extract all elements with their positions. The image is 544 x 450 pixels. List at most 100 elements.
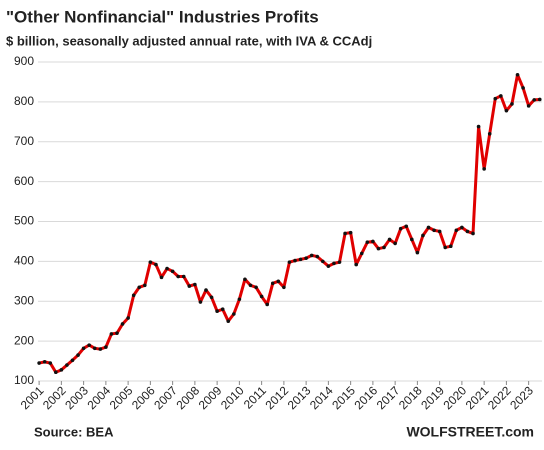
x-tick-label: 2014	[307, 383, 336, 412]
data-point	[265, 302, 269, 307]
x-tick-label: 2012	[262, 383, 291, 412]
data-point	[187, 284, 192, 288]
data-point	[460, 225, 464, 230]
data-point	[515, 72, 520, 77]
x-tick-label: 2002	[40, 383, 69, 412]
data-point	[487, 131, 492, 136]
data-point	[348, 230, 353, 235]
data-point	[270, 281, 275, 286]
data-point	[404, 224, 409, 229]
x-tick-label: 2019	[418, 383, 447, 412]
data-point	[454, 228, 459, 233]
data-point	[504, 108, 509, 113]
data-point	[521, 86, 525, 90]
x-tick-label: 2009	[196, 383, 225, 412]
chart-title: "Other Nonfinancial" Industries Profits	[6, 7, 319, 26]
data-point	[443, 245, 448, 250]
data-point	[37, 361, 41, 365]
x-tick-label: 2018	[396, 383, 425, 412]
data-point	[215, 309, 219, 314]
data-point	[526, 104, 531, 108]
x-tick-label: 2008	[173, 383, 202, 412]
y-tick-label: 800	[14, 94, 34, 108]
data-point	[48, 361, 53, 365]
data-point	[354, 262, 358, 267]
data-point	[220, 307, 225, 312]
data-point	[248, 283, 253, 288]
data-point	[415, 250, 420, 255]
chart-subtitle: $ billion, seasonally adjusted annual ra…	[6, 33, 372, 48]
x-tick-label: 2022	[485, 383, 514, 412]
data-point	[332, 261, 336, 266]
data-point	[410, 237, 414, 242]
data-point	[398, 226, 403, 231]
data-point	[159, 275, 164, 280]
data-point	[237, 297, 242, 302]
data-point	[92, 346, 97, 351]
data-point	[126, 316, 130, 320]
data-point	[282, 285, 286, 290]
data-point	[421, 233, 425, 238]
data-point	[537, 97, 542, 102]
data-point	[476, 124, 481, 129]
data-point	[232, 312, 236, 316]
data-point	[382, 245, 386, 250]
x-tick-label: 2003	[62, 383, 91, 412]
data-point	[343, 231, 347, 236]
data-point	[387, 237, 392, 242]
data-point	[193, 282, 197, 287]
data-point	[226, 319, 231, 323]
y-tick-label: 400	[14, 254, 34, 268]
data-point	[304, 256, 308, 260]
data-point	[209, 295, 214, 300]
data-point	[243, 277, 247, 282]
data-point	[393, 241, 397, 246]
data-point	[143, 283, 147, 288]
data-point	[165, 266, 169, 271]
data-point	[59, 368, 64, 372]
data-point	[499, 94, 503, 98]
x-tick-label: 2016	[351, 383, 380, 412]
x-tick-label: 2007	[151, 383, 180, 412]
data-point	[170, 269, 175, 274]
data-point	[254, 285, 258, 290]
x-tick-label: 2005	[107, 383, 136, 412]
data-point	[109, 332, 114, 336]
data-point	[154, 262, 158, 267]
x-tick-label: 2011	[241, 383, 269, 411]
data-point	[176, 274, 180, 279]
data-point	[87, 343, 91, 347]
x-tick-label: 2023	[507, 383, 536, 412]
data-point	[42, 360, 47, 364]
y-tick-label: 700	[14, 134, 34, 148]
data-point	[510, 102, 514, 106]
data-point	[76, 353, 80, 357]
data-point	[131, 293, 136, 298]
data-point	[181, 274, 186, 279]
data-line	[38, 73, 540, 374]
data-point	[371, 239, 375, 244]
x-tick-label: 2013	[285, 383, 314, 412]
data-point	[104, 345, 108, 349]
data-point	[65, 363, 69, 367]
data-point	[293, 258, 297, 263]
data-point	[148, 260, 153, 264]
source: Source: BEA	[34, 424, 114, 439]
data-point	[337, 260, 342, 264]
data-point	[376, 246, 381, 251]
data-point	[298, 257, 303, 262]
data-point	[81, 346, 86, 351]
x-tick-label: 2010	[218, 383, 247, 412]
x-tick-label: 2021	[463, 383, 492, 412]
data-point	[326, 264, 331, 268]
data-point	[259, 294, 264, 299]
y-tick-label: 200	[14, 333, 34, 347]
x-tick-label: 2006	[129, 383, 158, 412]
data-point	[315, 254, 320, 259]
x-tick-label: 2015	[329, 383, 358, 412]
x-tick-label: 2017	[374, 383, 403, 412]
data-point	[359, 251, 364, 256]
y-tick-label: 100	[14, 373, 34, 387]
data-point	[204, 288, 208, 292]
